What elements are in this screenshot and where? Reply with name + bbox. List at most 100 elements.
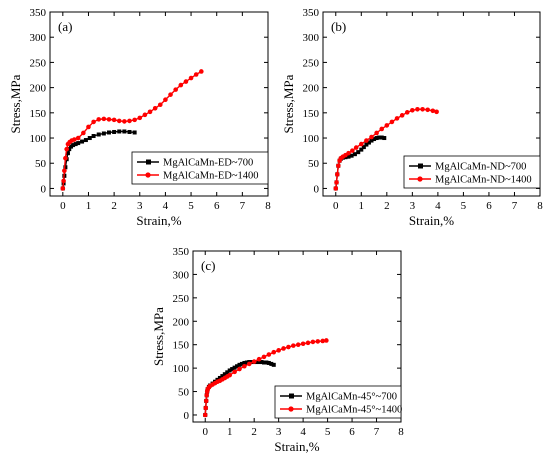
- x-tick-label: 6: [349, 426, 355, 438]
- data-point-square: [69, 144, 74, 149]
- data-point-circle: [163, 97, 168, 103]
- data-point-square: [63, 165, 68, 170]
- x-tick-label: 2: [251, 426, 257, 438]
- data-point-circle: [379, 126, 385, 132]
- data-point-circle: [420, 106, 425, 112]
- data-point-square: [127, 129, 132, 134]
- data-point-square: [76, 141, 81, 146]
- data-point-circle: [91, 119, 96, 125]
- data-point-circle: [324, 338, 329, 343]
- data-point-circle: [394, 116, 400, 121]
- x-tick-label: 1: [86, 200, 92, 212]
- legend-marker-square: [146, 159, 151, 165]
- data-point-circle: [60, 186, 66, 191]
- data-point-circle: [183, 79, 189, 84]
- data-point-square: [112, 129, 117, 134]
- data-point-circle: [188, 75, 194, 81]
- y-tick-label: 150: [173, 340, 190, 352]
- data-point-square: [106, 130, 111, 135]
- data-point-circle: [374, 130, 379, 136]
- y-tick-label: 100: [30, 133, 47, 145]
- x-tick-label: 6: [214, 200, 220, 212]
- x-tick-label: 4: [300, 426, 306, 438]
- data-point-circle: [334, 180, 339, 185]
- chart-panel-c: 0 1 2 3 4 5 6 7 8 0 50 100 150 200 250 300 350 Strain,% St…: [151, 246, 404, 454]
- data-point-circle: [276, 348, 281, 353]
- data-point-square: [227, 368, 232, 373]
- x-tick-label: 0: [202, 426, 208, 438]
- data-point-square: [261, 360, 266, 365]
- data-point-circle: [286, 344, 291, 350]
- y-tick-label: 50: [178, 387, 190, 399]
- chart-panel-b: 0 1 2 3 4 5 6 7 8 0 50 100 150 200 250 300 350 Strain,% St…: [281, 7, 543, 228]
- y-tick-label: 350: [30, 7, 47, 19]
- plot-frame: [322, 11, 541, 197]
- data-point-square: [254, 360, 259, 365]
- legend-marker-square: [289, 393, 294, 399]
- data-point-circle: [251, 359, 257, 364]
- y-tick-label: 200: [30, 83, 47, 95]
- x-tick-label: 8: [265, 200, 271, 212]
- data-point-circle: [61, 178, 66, 184]
- data-point-square: [96, 132, 101, 137]
- data-point-circle: [142, 112, 148, 118]
- data-point-square: [346, 154, 351, 159]
- x-tick-label: 3: [410, 200, 416, 212]
- data-point-circle: [137, 115, 143, 121]
- panel-label: (a): [58, 19, 72, 34]
- data-point-circle: [203, 398, 209, 404]
- data-point-square: [232, 365, 237, 370]
- data-point-square: [379, 135, 384, 140]
- data-point-circle: [132, 117, 137, 123]
- data-point-square: [71, 143, 76, 148]
- data-point-square: [259, 360, 264, 365]
- data-point-square: [117, 129, 122, 134]
- data-point-square: [244, 360, 249, 365]
- x-tick-label: 2: [111, 200, 117, 212]
- x-tick-label: 1: [227, 426, 233, 438]
- data-point-circle: [168, 92, 173, 97]
- y-tick-label: 150: [30, 108, 47, 120]
- data-point-circle: [404, 110, 410, 115]
- data-point-circle: [295, 342, 301, 347]
- data-point-circle: [434, 109, 439, 115]
- data-point-circle: [204, 392, 210, 398]
- x-tick-label: 2: [384, 200, 390, 212]
- y-tick-label: 250: [173, 293, 190, 305]
- x-tick-label: 5: [188, 200, 194, 212]
- legend-box: [403, 155, 541, 189]
- y-tick-label: 100: [303, 133, 320, 145]
- legend-label: MgAlCaMn-45°~700: [306, 392, 397, 403]
- data-point-circle: [389, 119, 395, 125]
- data-point-circle: [415, 106, 420, 112]
- data-point-circle: [353, 145, 359, 150]
- data-point-circle: [425, 107, 430, 113]
- data-point-circle: [193, 72, 199, 77]
- data-point-circle: [334, 172, 340, 177]
- plot-frame: [49, 11, 269, 197]
- data-point-circle: [384, 123, 390, 128]
- data-point-circle: [281, 346, 286, 351]
- y-tick-label: 50: [308, 158, 320, 170]
- x-tick-label: 7: [512, 200, 518, 212]
- data-point-circle: [81, 130, 86, 136]
- data-point-circle: [430, 108, 436, 114]
- y-tick-label: 300: [30, 32, 47, 44]
- data-point-square: [217, 375, 222, 380]
- data-point-circle: [246, 361, 252, 367]
- data-point-square: [242, 360, 247, 365]
- x-tick-label: 3: [276, 426, 282, 438]
- data-point-square: [271, 362, 276, 367]
- data-point-circle: [232, 369, 237, 375]
- x-tick-label: 4: [435, 200, 441, 212]
- legend-marker-circle: [288, 406, 294, 412]
- data-point-square: [264, 360, 269, 365]
- data-point-circle: [62, 168, 67, 174]
- x-axis-label: Strain,%: [409, 213, 454, 228]
- data-point-circle: [315, 339, 321, 344]
- data-point-circle: [75, 135, 81, 141]
- data-point-square: [222, 372, 227, 377]
- data-point-square: [87, 136, 92, 141]
- data-point-square: [225, 370, 230, 375]
- x-tick-label: 8: [537, 200, 543, 212]
